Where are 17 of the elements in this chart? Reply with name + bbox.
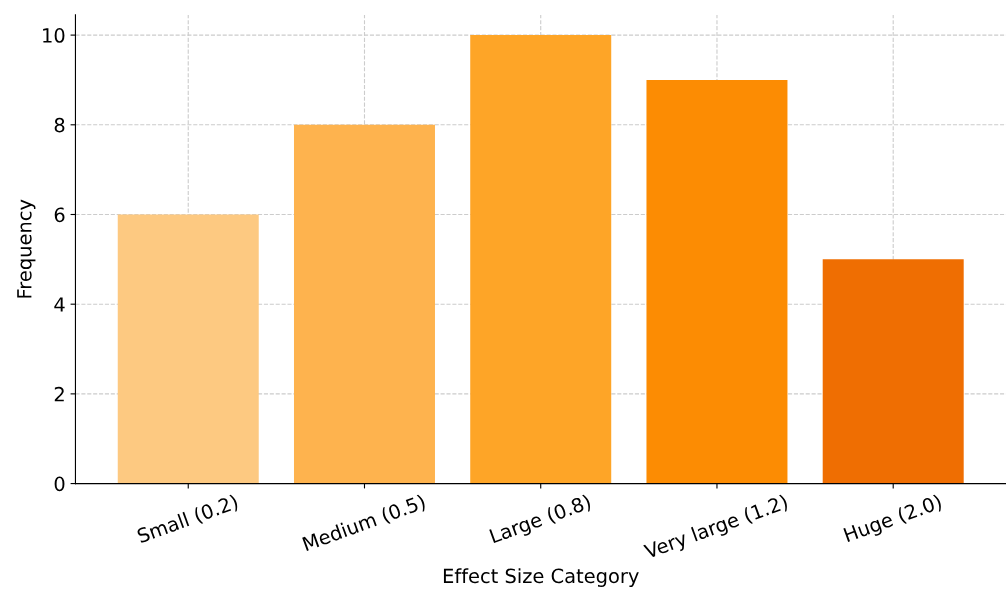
x-tick-label: Large (0.8) (489, 493, 593, 547)
bar (117, 214, 259, 484)
bar (822, 259, 964, 484)
bar (293, 124, 435, 484)
bar (646, 79, 788, 484)
y-tick-label: 2 (54, 386, 64, 402)
y-tick-label: 0 (54, 476, 65, 492)
x-tick-label: Huge (2.0) (843, 493, 944, 546)
x-axis-title: Effect Size Category (443, 568, 639, 587)
x-tick-label: Small (0.2) (136, 493, 240, 546)
bar (470, 35, 612, 484)
y-tick-label: 4 (54, 297, 65, 312)
y-tick-label: 10 (43, 28, 65, 43)
y-tick-label: 8 (54, 117, 65, 133)
y-axis-title: Frequency (17, 199, 36, 298)
x-tick-label: Very large (1.2) (642, 493, 790, 563)
y-tick-label: 6 (54, 207, 65, 223)
